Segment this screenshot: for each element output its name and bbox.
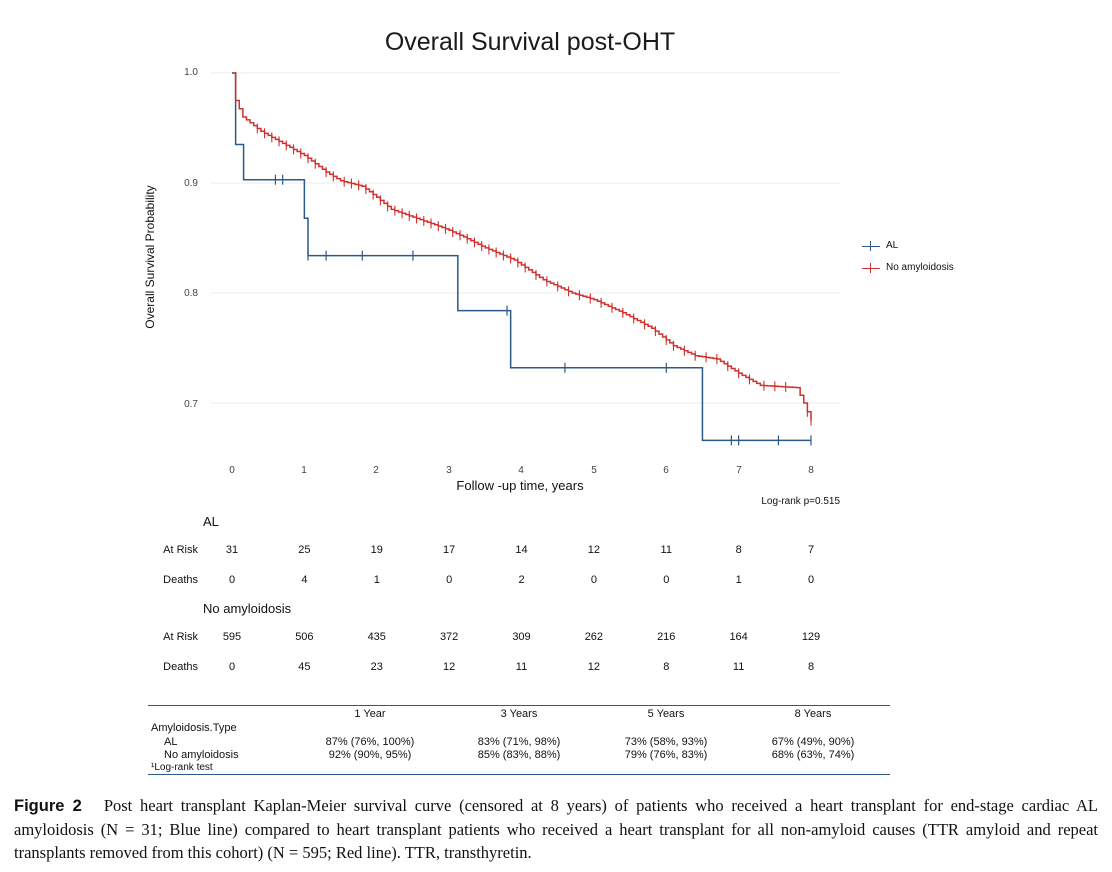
summary-cell: 85% (83%, 88%) xyxy=(477,749,561,761)
gridlines xyxy=(210,72,840,404)
risk-at-risk-cell: 31 xyxy=(225,544,239,556)
risk-deaths-cell: 0 xyxy=(446,574,453,586)
risk-row-label: Deaths xyxy=(163,574,198,586)
y-axis-title-text: Overall Survival Probability xyxy=(143,185,157,329)
y-tick-label: 0.9 xyxy=(184,178,198,189)
summary-row-label: No amyloidosis xyxy=(164,749,239,761)
risk-deaths-cell: 12 xyxy=(587,661,600,673)
summary-cell: 83% (71%, 98%) xyxy=(477,736,561,748)
risk-at-risk-cell: 25 xyxy=(298,544,311,556)
summary-cell: 87% (76%, 100%) xyxy=(325,736,415,748)
survival-curves xyxy=(232,72,812,446)
y-tick-label: 1.0 xyxy=(184,67,198,78)
legend-swatch-tick xyxy=(870,241,871,251)
x-tick-label: 1 xyxy=(301,465,307,476)
summary-cell: 67% (49%, 90%) xyxy=(771,736,855,748)
x-tick-label: 8 xyxy=(808,465,814,476)
x-tick-label: 5 xyxy=(591,465,597,476)
summary-cell: 68% (63%, 74%) xyxy=(771,749,855,761)
caption-text: Post heart transplant Kaplan-Meier survi… xyxy=(14,796,1099,862)
x-tick-label: 6 xyxy=(663,465,669,476)
legend-swatch-tick xyxy=(870,263,871,273)
risk-deaths-cell: 11 xyxy=(732,661,745,673)
legend-label: AL xyxy=(886,240,899,251)
summary-cell: 73% (58%, 93%) xyxy=(624,736,708,748)
y-tick-label: 0.8 xyxy=(184,288,198,299)
risk-at-risk-cell: 595 xyxy=(222,631,242,643)
risk-deaths-cell: 0 xyxy=(228,661,236,673)
x-tick-label: 7 xyxy=(736,465,742,476)
survival-figure: Overall Survival post-OHT 1.0 0.9 0.8 0.… xyxy=(143,28,954,775)
risk-at-risk-cell: 216 xyxy=(657,631,676,643)
risk-at-risk-cell: 12 xyxy=(587,544,600,556)
survival-plot xyxy=(210,72,840,446)
series-line-no-amyloidosis xyxy=(232,72,812,421)
series-line-al xyxy=(232,72,811,442)
summary-col-header: 8 Years xyxy=(794,708,832,720)
legend-swatch xyxy=(862,246,880,247)
risk-at-risk-cell: 435 xyxy=(367,631,386,643)
risk-deaths-cell: 12 xyxy=(443,661,456,673)
summary-col-header: 1 Year xyxy=(354,708,386,720)
x-tick-label: 3 xyxy=(446,465,452,476)
summary-footnote: ¹Log-rank test xyxy=(151,762,213,773)
risk-deaths-cell: 0 xyxy=(228,574,236,586)
risk-group-title: AL xyxy=(203,514,219,529)
risk-deaths-cell: 45 xyxy=(298,661,311,673)
table-top-rule xyxy=(148,705,890,706)
risk-row-label: Deaths xyxy=(163,661,198,673)
x-axis-title: Follow -up time, years xyxy=(456,478,584,493)
risk-row-label: At Risk xyxy=(163,544,198,556)
risk-deaths-cell: 4 xyxy=(301,574,308,586)
risk-at-risk-cell: 262 xyxy=(584,631,604,643)
x-tick-label: 2 xyxy=(373,465,379,476)
risk-at-risk-cell: 129 xyxy=(801,631,821,643)
risk-at-risk-cell: 7 xyxy=(807,544,815,556)
table-bottom-rule xyxy=(148,774,890,775)
risk-deaths-cell: 23 xyxy=(370,661,383,673)
risk-deaths-cell: 1 xyxy=(735,574,742,586)
risk-group-title: No amyloidosis xyxy=(203,601,292,616)
summary-row-label: AL xyxy=(164,736,178,748)
summary-col-header: 5 Years xyxy=(647,708,685,720)
summary-cell: 79% (76%, 83%) xyxy=(624,749,708,761)
risk-at-risk-cell: 11 xyxy=(660,544,672,556)
figure-label: Figure 2 xyxy=(14,797,82,815)
summary-col-header: 3 Years xyxy=(500,708,538,720)
risk-at-risk-cell: 19 xyxy=(370,544,383,556)
summary-group-header: Amyloidosis.Type xyxy=(151,722,237,734)
risk-deaths-cell: 2 xyxy=(518,574,525,586)
chart-title: Overall Survival post-OHT xyxy=(384,28,676,56)
y-tick-label: 0.7 xyxy=(184,399,198,410)
risk-deaths-cell: 0 xyxy=(807,574,815,586)
figure-caption: Figure 2 Post heart transplant Kaplan-Mei… xyxy=(14,794,1098,864)
risk-row-label: At Risk xyxy=(163,631,198,643)
risk-deaths-cell: 1 xyxy=(373,574,380,586)
legend-swatch xyxy=(862,268,880,269)
legend-label: No amyloidosis xyxy=(886,262,954,273)
risk-at-risk-cell: 14 xyxy=(515,544,528,556)
risk-at-risk-cell: 309 xyxy=(512,631,531,643)
risk-deaths-cell: 8 xyxy=(807,661,815,673)
risk-deaths-cell: 11 xyxy=(515,661,528,673)
risk-deaths-cell: 0 xyxy=(590,574,597,586)
summary-cell: 92% (90%, 95%) xyxy=(328,749,412,761)
risk-at-risk-cell: 372 xyxy=(439,631,459,643)
risk-deaths-cell: 0 xyxy=(663,574,670,586)
risk-at-risk-cell: 506 xyxy=(295,631,314,643)
risk-at-risk-cell: 8 xyxy=(735,544,742,556)
risk-at-risk-cell: 164 xyxy=(729,631,748,643)
x-tick-label: 0 xyxy=(229,465,235,476)
log-rank-label: Log-rank p=0.515 xyxy=(761,496,840,507)
risk-deaths-cell: 8 xyxy=(663,661,670,673)
x-tick-label: 4 xyxy=(518,465,524,476)
risk-at-risk-cell: 17 xyxy=(443,544,456,556)
